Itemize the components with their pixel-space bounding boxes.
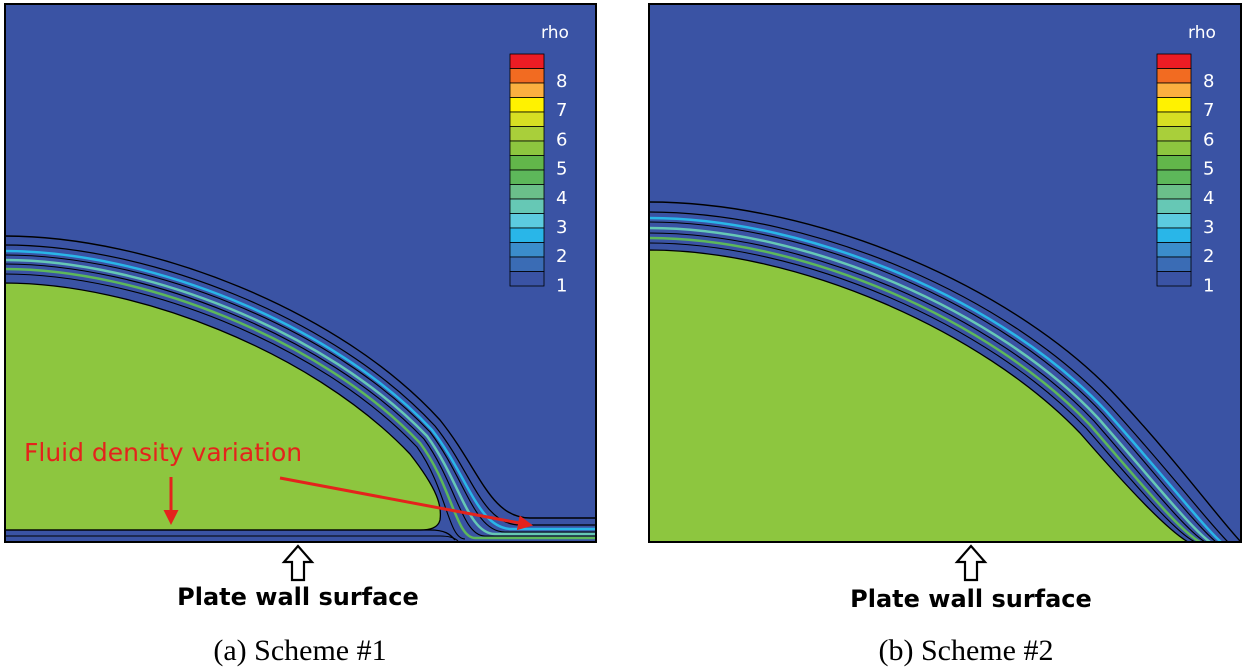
panel-b-colorbar-swatch (1156, 82, 1192, 98)
panel-a-annotation-arrow-right (279, 476, 533, 531)
panel-a-colorbar-swatch (509, 184, 545, 200)
panel-b-contour-1 (649, 211, 1229, 542)
panel-a-frame (4, 3, 597, 543)
panel-a-colorbar-tick-label: 2 (556, 246, 567, 267)
panel-a-contours (5, 235, 596, 542)
panel-a-colorbar-tick-label: 7 (556, 100, 567, 121)
panel-a-colorbar: 8 7 6 5 4 3 2 1 (509, 53, 567, 296)
panel-a-wall-layer-2 (5, 535, 459, 542)
panel-b-colorbar-swatch (1156, 111, 1192, 127)
panel-b-colorbar-swatch (1156, 68, 1192, 84)
panel-a-colorbar-swatch (509, 111, 545, 127)
panel-b-colorbar-swatch (1156, 140, 1192, 156)
panel-b-colorbar-tick-label: 6 (1203, 129, 1214, 150)
panel-b-colorbar-title: rho (1188, 23, 1216, 43)
panel-b-colorbar-swatch (1156, 184, 1192, 200)
panel-b-colorbar-swatch (1156, 227, 1192, 243)
panel-b-colorbar-tick-label: 5 (1203, 159, 1214, 180)
panel-a-colorbar-swatch (509, 126, 545, 142)
panel-b-colorbar-swatch (1156, 97, 1192, 113)
panel-a-colorbar-swatch (509, 155, 545, 171)
panel-a-colorbar-tick-label: 4 (556, 188, 567, 209)
panel-b-colorbar-swatch (1156, 126, 1192, 142)
panel-a-colorbar-swatch (509, 82, 545, 98)
panel-a-density-contour: 8 7 6 5 4 3 2 1 rho Fluid density variation Pla… (4, 3, 597, 667)
panel-a-contour-2 (5, 254, 596, 533)
panel-b-contour-2 (649, 221, 1217, 542)
panel-a-colorbar-swatch (509, 198, 545, 214)
panel-a-colorbar-swatch (509, 68, 545, 84)
panel-a-colorbar-title: rho (541, 23, 569, 43)
panel-a-colorbar-tick-label: 1 (556, 275, 567, 296)
panel-a-colorbar-swatch (509, 227, 545, 243)
panel-a-contour-outer (5, 235, 596, 519)
panel-a-band-green (5, 267, 596, 540)
panel-a-contour-4 (5, 273, 466, 540)
panel-b-colorbar-swatch (1156, 271, 1192, 287)
panel-b-frame (648, 3, 1242, 543)
panel-b-band-green (649, 236, 1201, 542)
panel-b-colorbar-swatch (1156, 53, 1192, 69)
panel-b-colorbar-swatch (1156, 155, 1192, 171)
panel-a-wall-arrow-icon (281, 544, 315, 582)
panel-b-contour-outer (649, 201, 1241, 542)
panel-a-colorbar-swatch (509, 169, 545, 185)
panel-b-colorbar-tick-label: 2 (1203, 246, 1214, 267)
panel-b-contours (649, 201, 1241, 542)
panel-a-band-cyan (5, 249, 596, 531)
panel-b-colorbar-tick-label: 1 (1203, 275, 1214, 296)
panel-a-colorbar-swatch (509, 271, 545, 287)
panel-b-colorbar-swatch (1156, 169, 1192, 185)
panel-b-colorbar-swatch (1156, 242, 1192, 258)
panel-a-colorbar-swatch (509, 97, 545, 113)
panel-a-contour-3 (5, 263, 596, 537)
panel-a-colorbar-tick-label: 3 (556, 217, 567, 238)
panel-b-colorbar-tick-label: 3 (1203, 217, 1214, 238)
panel-a-colorbar-swatch (509, 213, 545, 229)
panel-a-colorbar-tick-label: 8 (556, 71, 567, 92)
panel-b-colorbar-swatch (1156, 198, 1192, 214)
panel-a-colorbar-swatch (509, 242, 545, 258)
panel-b-density-contour: 8 7 6 5 4 3 2 1 rho Plate wall surface (b) Sche… (648, 3, 1242, 667)
panel-a-annotation-label: Fluid density variation (24, 438, 302, 467)
panel-a-droplet (5, 282, 442, 531)
panel-b-wall-label: Plate wall surface (850, 585, 1092, 613)
panel-b-contour-3 (649, 232, 1206, 542)
panel-b-band-cyan (649, 216, 1222, 542)
panel-b-caption: (b) Scheme #2 (879, 634, 1054, 667)
panel-a-caption: (a) Scheme #1 (213, 634, 386, 667)
panel-b-colorbar-tick-label: 4 (1203, 188, 1214, 209)
panel-b-colorbar-tick-label: 7 (1203, 100, 1214, 121)
panel-a-contour-1 (5, 244, 596, 526)
panel-a-wall-label: Plate wall surface (177, 583, 419, 611)
panel-b-wall-arrow-icon (954, 544, 988, 582)
panel-b-droplet (649, 249, 1190, 542)
panel-a-colorbar-swatch (509, 53, 545, 69)
panel-b-colorbar-swatch (1156, 213, 1192, 229)
panel-b-contour-4 (649, 242, 1196, 542)
panel-a-colorbar-swatch (509, 256, 545, 272)
panel-b-colorbar-swatch (1156, 256, 1192, 272)
panel-a-colorbar-tick-label: 5 (556, 159, 567, 180)
panel-a-colorbar-tick-label: 6 (556, 129, 567, 150)
panel-b-colorbar: 8 7 6 5 4 3 2 1 (1156, 53, 1214, 296)
panel-a-colorbar-swatch (509, 140, 545, 156)
panel-b-colorbar-tick-label: 8 (1203, 71, 1214, 92)
panel-b-band-teal (649, 226, 1211, 542)
